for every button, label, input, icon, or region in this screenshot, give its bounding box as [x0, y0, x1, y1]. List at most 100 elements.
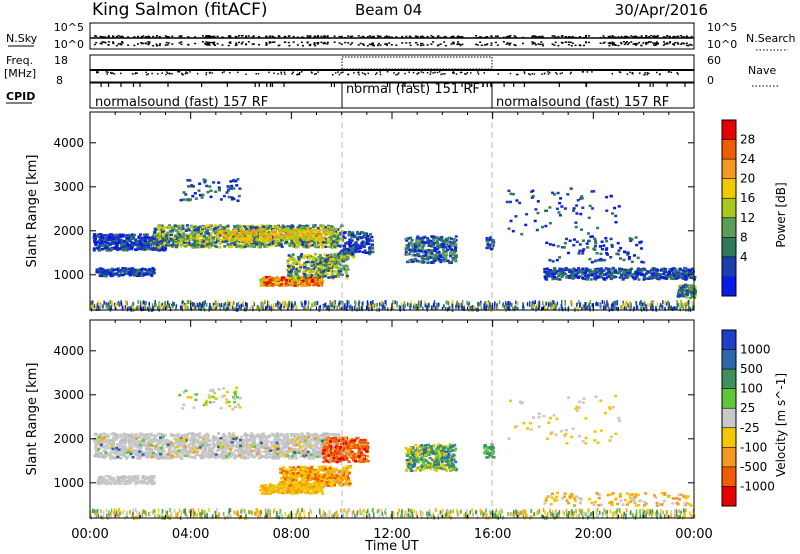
data-cell [209, 227, 213, 230]
data-cell [298, 229, 302, 232]
noise-dot [640, 35, 643, 37]
data-cell [170, 226, 174, 229]
data-cell [408, 248, 412, 251]
noise-dot [494, 41, 497, 44]
data-cell [182, 303, 185, 308]
data-cell [237, 244, 241, 248]
data-cell [267, 233, 271, 237]
data-cell [155, 239, 159, 242]
data-cell [552, 269, 556, 273]
data-cell [368, 237, 371, 241]
data-cell [669, 275, 673, 278]
noise-dot [551, 43, 554, 45]
noise-dot [207, 43, 210, 46]
data-cell [591, 270, 595, 273]
freq-dot [619, 71, 622, 74]
noise-dot [121, 42, 124, 44]
data-cell [651, 274, 655, 277]
data-cell [484, 306, 486, 311]
noise-dot [166, 44, 169, 46]
data-cell [556, 277, 560, 281]
data-cell [333, 245, 337, 249]
data-cell [262, 279, 266, 282]
data-cell [119, 268, 123, 272]
data-cell [335, 256, 339, 260]
data-cell [209, 231, 213, 235]
noise-dot [602, 35, 605, 37]
data-cell [308, 283, 312, 286]
data-cell [209, 238, 213, 242]
data-cell [460, 302, 463, 307]
data-cell [319, 304, 321, 309]
data-cell [589, 300, 592, 304]
data-cell [679, 286, 683, 289]
data-cell [152, 268, 156, 271]
data-cell [181, 231, 185, 235]
data-cell [264, 226, 267, 229]
noise-dot [654, 44, 657, 46]
data-cell [141, 238, 145, 242]
data-cell [684, 287, 687, 291]
data-cell [582, 304, 584, 309]
data-cell [350, 304, 352, 309]
data-cell [173, 302, 175, 306]
data-cell [609, 277, 613, 281]
data-cell [297, 270, 301, 273]
noise-dot [144, 42, 147, 44]
noise-dot [372, 42, 374, 44]
data-cell [167, 224, 171, 227]
freq-dot [420, 71, 423, 73]
data-cell [132, 301, 134, 306]
data-cell [420, 248, 424, 251]
noise-dot [395, 36, 398, 38]
data-cell [440, 235, 444, 239]
data-cell [105, 249, 109, 252]
noise-dot [384, 36, 387, 38]
data-cell [152, 271, 156, 275]
noise-dot [632, 36, 635, 38]
data-cell [139, 238, 143, 242]
data-cell [143, 244, 147, 247]
noise-dot [201, 35, 204, 37]
data-cell [432, 237, 436, 240]
data-cell [172, 304, 174, 309]
freq-dot [670, 71, 673, 74]
noise-dot [508, 43, 511, 45]
data-cell [262, 283, 266, 287]
data-cell [214, 224, 218, 228]
data-cell [156, 226, 160, 230]
data-cell [444, 245, 448, 249]
noise-right-tick-bottom: 10^0 [707, 38, 737, 51]
data-cell [316, 262, 320, 266]
data-cell [323, 237, 327, 240]
noise-dot [611, 36, 614, 38]
freq-dot [408, 71, 410, 73]
data-cell [266, 227, 270, 230]
data-cell [333, 239, 336, 242]
data-cell [298, 230, 302, 234]
data-cell [555, 269, 559, 273]
freq-dot [171, 73, 173, 75]
data-cell [169, 307, 172, 312]
data-cell [197, 226, 200, 229]
data-cell [659, 269, 663, 272]
noise-dot [676, 41, 679, 44]
freq-dot [292, 71, 294, 73]
data-cell [342, 252, 346, 255]
data-cell [354, 249, 358, 252]
noise-dot [205, 41, 208, 43]
data-cell [690, 289, 694, 292]
data-cell [666, 275, 670, 278]
data-cell [526, 302, 529, 307]
noise-dot [551, 35, 554, 37]
data-cell [238, 238, 242, 241]
data-cell [405, 239, 409, 242]
data-cell [227, 300, 229, 304]
freq-dot [257, 73, 260, 75]
noise-dot [326, 43, 329, 45]
data-cell [95, 246, 99, 250]
data-cell [294, 238, 298, 241]
noise-dot [227, 44, 230, 47]
data-cell [493, 304, 496, 309]
data-cell [207, 239, 211, 242]
